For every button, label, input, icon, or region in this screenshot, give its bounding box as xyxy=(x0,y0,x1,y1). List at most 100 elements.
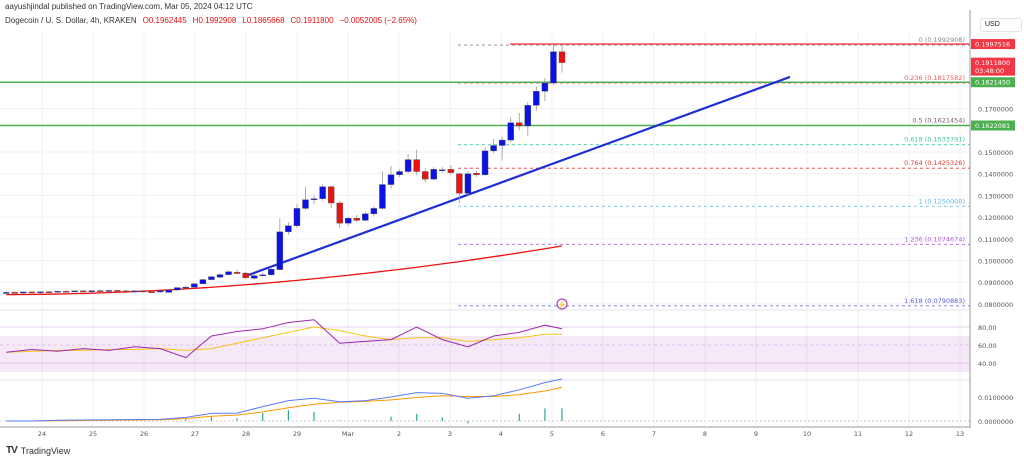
candles xyxy=(3,45,566,294)
close-value: C0.1911800 xyxy=(290,15,334,25)
fib-label: 1 (0.1250000) xyxy=(919,197,965,205)
price-badge-text: 0.1622081 xyxy=(975,122,1010,130)
candle-up xyxy=(71,290,78,293)
price-tick: 0.1200000 xyxy=(978,214,1013,222)
time-tick: 26 xyxy=(140,430,148,438)
rsi-tick: 40.00 xyxy=(978,360,997,368)
price-badge xyxy=(971,39,1015,50)
candle-up xyxy=(199,279,207,284)
candle-down xyxy=(327,186,335,204)
tradingview-logo[interactable]: TV TradingView xyxy=(6,445,70,456)
candle-down xyxy=(558,51,566,63)
candle-up xyxy=(225,271,232,275)
candle-up xyxy=(20,291,27,294)
candle-up xyxy=(105,290,113,292)
time-tick: 5 xyxy=(550,430,554,438)
price-badge xyxy=(971,77,1015,88)
candle-down xyxy=(45,291,53,293)
candle-down xyxy=(413,159,420,172)
candle-up xyxy=(524,105,531,127)
candle-up xyxy=(370,208,378,215)
symbol-name[interactable]: Dogecoin / U. S. Dollar, 4h, KRAKEN xyxy=(5,15,137,25)
candle-up xyxy=(379,184,386,209)
candle-up xyxy=(165,289,172,293)
candle-down xyxy=(62,291,70,293)
price-badge-text: 0.1997516 xyxy=(975,41,1010,49)
candle-up xyxy=(37,291,44,293)
candle-up xyxy=(550,51,557,84)
change-value: −0.0052005 (−2.65%) xyxy=(339,15,417,25)
lightning-icon: ⚡ xyxy=(558,300,567,309)
candle-down xyxy=(422,171,429,180)
candle-up xyxy=(268,268,275,276)
candle-down xyxy=(139,290,147,293)
candle-up xyxy=(182,286,190,289)
grid xyxy=(0,30,970,427)
time-tick: 25 xyxy=(89,430,97,438)
time-tick: 8 xyxy=(703,430,707,438)
open-value: O0.1962445 xyxy=(142,15,187,25)
candle-down xyxy=(456,173,463,194)
candle-up xyxy=(285,225,292,233)
fib-label: 1.618 (0.0790883) xyxy=(904,297,965,305)
candle-up xyxy=(507,122,514,141)
macd-tick: 0.0000000 xyxy=(978,418,1013,426)
publish-info: aayushjindal published on TradingView.co… xyxy=(5,2,253,11)
time-axis[interactable]: 24 25 26 27 28 29 Mar 2 3 4 5 6 7 8 9 10 11 12 13 xyxy=(38,430,964,438)
time-tick: 4 xyxy=(499,430,503,438)
macd-pane xyxy=(0,378,970,424)
candle-down xyxy=(336,202,343,224)
candle-up xyxy=(3,292,10,294)
candle-up xyxy=(345,217,352,224)
time-tick: 2 xyxy=(397,430,401,438)
ema-line xyxy=(6,245,563,296)
price-tick: 0.0900000 xyxy=(978,279,1013,287)
currency-button[interactable]: USD xyxy=(980,18,1022,32)
time-tick: 27 xyxy=(191,430,199,438)
candle-up xyxy=(88,290,95,292)
candle-up xyxy=(404,159,412,172)
candle-up xyxy=(208,276,215,280)
candle-up xyxy=(216,274,224,278)
candle-up xyxy=(464,173,472,194)
candle-up xyxy=(131,290,138,293)
countdown-text: 03:48:00 xyxy=(975,67,1004,75)
candle-up xyxy=(533,91,540,106)
price-tick: 0.1100000 xyxy=(978,236,1013,244)
time-tick: 6 xyxy=(601,430,605,438)
macd-tick: 0.0100000 xyxy=(978,394,1013,402)
candle-down xyxy=(122,290,130,293)
event-marker[interactable]: ⚡ xyxy=(556,298,568,310)
fib-label: 0 (0.1992908) xyxy=(919,36,965,44)
fib-label: 0.618 (0.1533791) xyxy=(904,136,965,144)
candle-up xyxy=(259,274,266,277)
candle-up xyxy=(387,174,395,185)
candle-down xyxy=(473,173,480,175)
price-tick: 0.1400000 xyxy=(978,171,1013,179)
candle-down xyxy=(516,122,523,127)
candle-up xyxy=(396,171,403,175)
time-tick: 3 xyxy=(448,430,452,438)
horizontal-levels xyxy=(0,43,970,127)
candle-up xyxy=(362,213,369,221)
candle-down xyxy=(148,291,155,293)
price-tick: 0.0800000 xyxy=(978,301,1013,309)
candle-down xyxy=(11,292,19,294)
time-tick: 28 xyxy=(242,430,250,438)
candle-down xyxy=(233,272,241,274)
tv-logo-icon: TV xyxy=(6,445,18,456)
trend-line[interactable] xyxy=(245,75,791,277)
price-axis[interactable]: 0.1700000 0.1500000 0.1400000 0.1300000 0.12… xyxy=(971,39,1015,426)
candle-down xyxy=(28,291,36,294)
price-tick: 0.1500000 xyxy=(978,149,1013,157)
time-tick: 24 xyxy=(38,430,46,438)
price-badge-text: 0.1821450 xyxy=(975,79,1010,87)
fib-label: 1.236 (0.1074674) xyxy=(904,235,965,243)
time-tick: Mar xyxy=(342,430,355,438)
candle-up xyxy=(490,145,497,152)
price-badge-text: 0.1911800 xyxy=(975,59,1010,67)
candle-up xyxy=(481,150,489,175)
price-badge xyxy=(971,57,1015,76)
candle-up xyxy=(250,275,258,279)
